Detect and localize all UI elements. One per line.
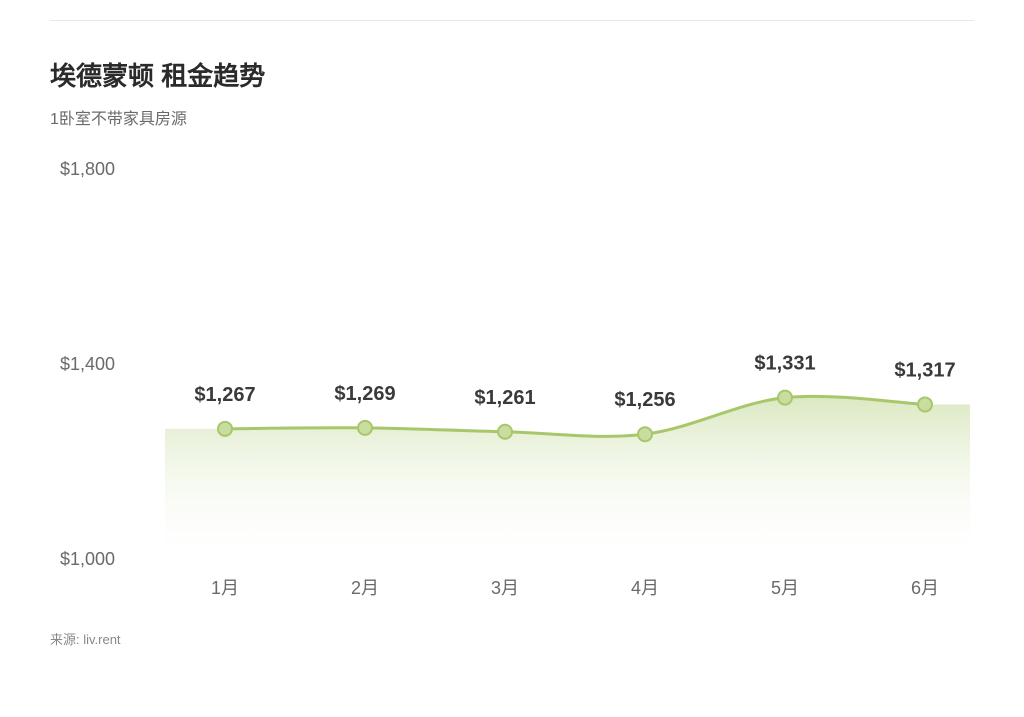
x-tick-label: 4月 — [631, 578, 659, 598]
data-label: $1,261 — [474, 387, 535, 409]
y-tick-label: $1,000 — [60, 549, 115, 569]
data-label: $1,317 — [894, 359, 955, 381]
y-tick-label: $1,800 — [60, 159, 115, 179]
data-marker — [778, 391, 792, 405]
line-chart-svg: $1,000 $1,400 $1,800 $1,267 $1,269 $1,261 $1,… — [50, 159, 974, 619]
x-tick-label: 1月 — [211, 578, 239, 598]
data-label: $1,331 — [754, 353, 815, 375]
data-marker — [218, 422, 232, 436]
data-marker — [638, 427, 652, 441]
x-tick-label: 6月 — [911, 578, 939, 598]
x-tick-label: 3月 — [491, 578, 519, 598]
y-axis-ticks: $1,000 $1,400 $1,800 — [60, 159, 115, 569]
data-label: $1,267 — [194, 384, 255, 406]
x-tick-label: 5月 — [771, 578, 799, 598]
source-text: 来源: liv.rent — [50, 629, 974, 648]
chart-subtitle: 1卧室不带家具房源 — [50, 105, 974, 129]
chart-area: $1,000 $1,400 $1,800 $1,267 $1,269 $1,261 $1,… — [50, 159, 974, 619]
chart-title: 埃德蒙顿 租金趋势 — [50, 56, 974, 93]
data-marker — [498, 425, 512, 439]
data-label: $1,269 — [334, 383, 395, 405]
chart-container: 埃德蒙顿 租金趋势 1卧室不带家具房源 $1,000 $1,400 $1,800 $… — [0, 0, 1024, 668]
data-marker — [918, 397, 932, 411]
x-tick-label: 2月 — [351, 578, 379, 598]
x-axis-ticks: 1月 2月 3月 4月 5月 6月 — [211, 578, 939, 598]
area-fill — [165, 396, 970, 559]
y-tick-label: $1,400 — [60, 354, 115, 374]
data-label: $1,256 — [614, 389, 675, 411]
data-marker — [358, 421, 372, 435]
top-divider — [50, 20, 974, 21]
